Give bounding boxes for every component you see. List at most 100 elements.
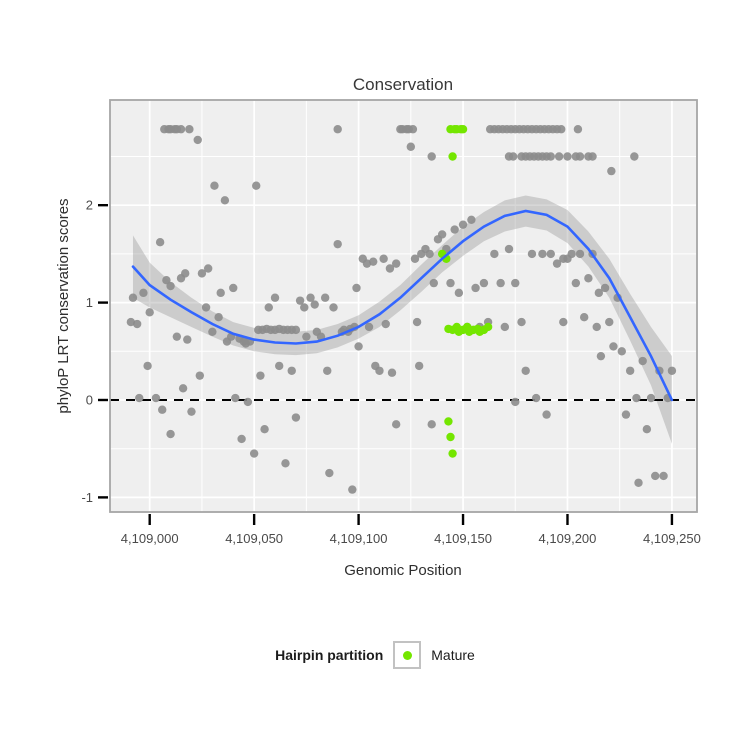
panel-border <box>109 99 698 513</box>
data-point-background <box>625 366 635 375</box>
data-point-background <box>300 303 309 312</box>
data-point-background <box>210 181 219 190</box>
data-point-background <box>151 393 161 403</box>
data-point-background <box>425 249 434 259</box>
y-axis-title: phyloP LRT conservation scores <box>55 198 72 413</box>
data-point-background <box>155 238 165 247</box>
data-point-background <box>231 393 240 403</box>
x-axis-title: Genomic Position <box>344 562 462 579</box>
data-point-background <box>429 278 438 288</box>
data-point-background <box>511 397 520 407</box>
data-point-background <box>638 356 647 366</box>
data-point-background <box>302 332 311 341</box>
data-point-background <box>352 283 361 293</box>
data-point-background <box>554 152 564 161</box>
data-point-background <box>458 220 468 229</box>
data-point-background <box>446 278 455 288</box>
data-point-background <box>667 366 677 375</box>
data-point-background <box>166 429 175 439</box>
data-point-background <box>143 361 152 371</box>
data-point-background <box>504 244 514 254</box>
data-point-background <box>214 313 223 322</box>
data-point-background <box>617 347 626 356</box>
data-point-background <box>410 254 420 263</box>
x-tick-label: 4,109,150 <box>434 531 492 546</box>
y-tick-label: 0 <box>86 392 93 407</box>
data-point-background <box>559 317 568 327</box>
data-point-background <box>135 393 144 403</box>
x-tick-label: 4,109,050 <box>225 531 283 546</box>
legend-title: Hairpin partition <box>275 647 384 663</box>
data-point-background <box>295 296 305 305</box>
data-point-background <box>333 239 342 249</box>
smooth-line <box>131 209 674 402</box>
data-point-background <box>260 425 269 434</box>
data-point-background <box>517 317 526 327</box>
data-point-background <box>381 319 390 329</box>
chart-title: Conservation <box>353 75 453 94</box>
data-point-mature <box>444 417 453 426</box>
x-tick-label: 4,109,100 <box>330 531 388 546</box>
data-point-background <box>427 152 436 161</box>
data-point-background <box>594 288 604 298</box>
data-point-mature <box>448 449 457 458</box>
data-point-background <box>427 420 436 429</box>
legend-key-mature <box>393 641 422 669</box>
data-point-background <box>139 288 148 298</box>
mature-point-icon <box>402 650 412 660</box>
data-point-background <box>158 405 167 414</box>
data-point-background <box>575 249 585 259</box>
data-point-background <box>542 410 551 419</box>
data-point-background <box>600 283 610 293</box>
gridlines <box>110 100 697 512</box>
data-point-background <box>220 196 230 205</box>
data-point-background <box>592 322 601 332</box>
data-point-background <box>369 257 378 266</box>
data-point-background <box>521 366 530 375</box>
data-point-background <box>471 283 480 293</box>
data-point-background <box>584 274 593 283</box>
data-point-background <box>187 407 196 416</box>
data-point-background <box>496 278 505 288</box>
data-point-background <box>176 125 186 134</box>
data-point-background <box>197 269 207 278</box>
data-point-background <box>132 319 142 329</box>
data-point-background <box>185 125 194 134</box>
data-point-background <box>291 325 301 335</box>
data-point-background <box>450 225 459 234</box>
data-point-background <box>172 332 182 341</box>
data-point-background <box>354 342 363 351</box>
data-point-background <box>621 410 631 419</box>
data-point-background <box>609 342 618 351</box>
data-point-background <box>325 468 334 478</box>
data-point-background <box>607 166 616 176</box>
data-point-background <box>557 125 566 134</box>
data-point-background <box>166 281 175 291</box>
data-point-background <box>508 152 518 161</box>
data-point-background <box>181 269 190 278</box>
x-tick-label: 4,109,000 <box>121 531 179 546</box>
data-point-background <box>306 293 315 302</box>
data-point-background <box>634 478 643 487</box>
data-point-background <box>651 471 660 481</box>
data-point-background <box>128 293 138 302</box>
data-point-background <box>588 152 597 161</box>
data-point-mature <box>458 125 468 134</box>
data-point-background <box>414 361 424 371</box>
data-point-background <box>145 308 154 317</box>
data-point-background <box>385 264 395 273</box>
data-point-mature <box>483 322 493 332</box>
data-point-background <box>511 278 520 288</box>
axes: 4,109,000 4,109,050 4,109,100 4,109,150 4,10… <box>81 198 700 546</box>
data-point-background <box>408 125 418 134</box>
data-point-background <box>193 135 202 145</box>
data-point-background <box>216 288 225 298</box>
data-point-background <box>527 249 537 259</box>
data-point-background <box>412 317 422 327</box>
data-point-background <box>437 230 447 239</box>
data-point-background <box>490 249 499 259</box>
legend-label-mature: Mature <box>431 647 475 663</box>
data-point-background <box>546 249 555 259</box>
